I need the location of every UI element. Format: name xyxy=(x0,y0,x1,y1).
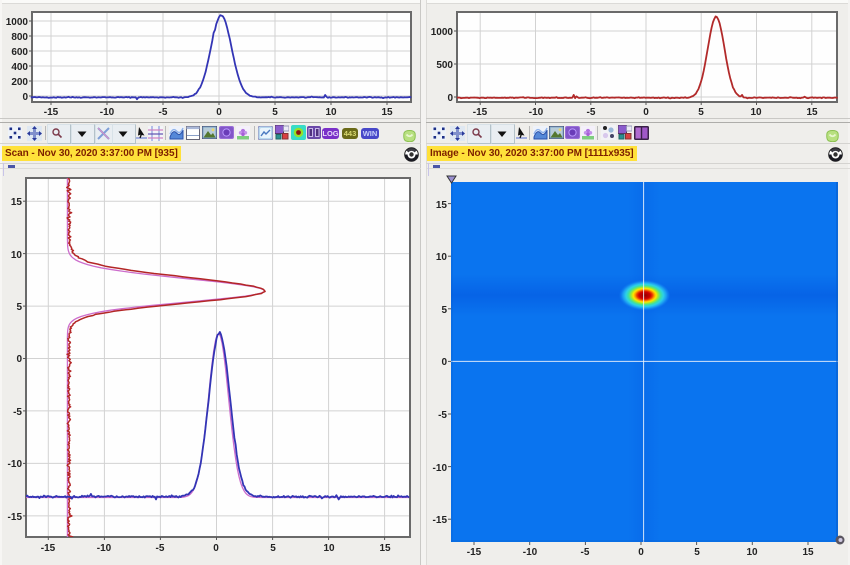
svg-text:0: 0 xyxy=(643,107,649,118)
svg-text:15: 15 xyxy=(11,197,23,208)
svg-text:0: 0 xyxy=(447,93,453,104)
svg-text:600: 600 xyxy=(11,47,28,58)
svg-text:-15: -15 xyxy=(8,512,23,523)
svg-text:5: 5 xyxy=(270,543,276,554)
svg-text:-15: -15 xyxy=(473,107,488,118)
svg-text:5: 5 xyxy=(698,107,704,118)
svg-text:-15: -15 xyxy=(41,543,56,554)
svg-text:0: 0 xyxy=(441,357,447,368)
svg-text:0: 0 xyxy=(22,92,28,103)
svg-text:10: 10 xyxy=(436,252,448,263)
svg-text:1000: 1000 xyxy=(6,17,29,28)
svg-text:-15: -15 xyxy=(433,515,448,526)
svg-text:5: 5 xyxy=(16,302,22,313)
svg-text:-5: -5 xyxy=(438,410,447,421)
svg-text:-5: -5 xyxy=(587,107,596,118)
svg-text:-10: -10 xyxy=(8,459,23,470)
svg-text:0: 0 xyxy=(213,543,219,554)
svg-text:10: 10 xyxy=(325,107,337,118)
svg-text:-15: -15 xyxy=(44,107,59,118)
svg-text:15: 15 xyxy=(379,543,391,554)
svg-text:10: 10 xyxy=(746,547,758,558)
svg-text:-5: -5 xyxy=(156,543,165,554)
svg-text:-5: -5 xyxy=(581,547,590,558)
svg-text:5: 5 xyxy=(441,305,447,316)
svg-text:15: 15 xyxy=(806,107,818,118)
svg-text:-10: -10 xyxy=(97,543,112,554)
svg-text:-10: -10 xyxy=(529,107,544,118)
svg-text:0: 0 xyxy=(16,354,22,365)
svg-text:0: 0 xyxy=(216,107,222,118)
svg-text:0: 0 xyxy=(638,547,644,558)
svg-text:-10: -10 xyxy=(433,463,448,474)
svg-text:10: 10 xyxy=(323,543,335,554)
svg-text:-15: -15 xyxy=(467,547,482,558)
svg-text:-10: -10 xyxy=(100,107,115,118)
svg-text:1000: 1000 xyxy=(431,27,454,38)
svg-text:10: 10 xyxy=(750,107,762,118)
svg-text:400: 400 xyxy=(11,62,28,73)
svg-text:200: 200 xyxy=(11,77,28,88)
svg-text:-5: -5 xyxy=(13,407,22,418)
svg-text:500: 500 xyxy=(436,60,453,71)
svg-text:800: 800 xyxy=(11,32,28,43)
svg-text:5: 5 xyxy=(694,547,700,558)
svg-text:15: 15 xyxy=(436,200,448,211)
svg-text:15: 15 xyxy=(802,547,814,558)
svg-text:-10: -10 xyxy=(523,547,538,558)
svg-text:-5: -5 xyxy=(159,107,168,118)
svg-text:10: 10 xyxy=(11,250,23,261)
svg-text:5: 5 xyxy=(272,107,278,118)
svg-text:15: 15 xyxy=(381,107,393,118)
